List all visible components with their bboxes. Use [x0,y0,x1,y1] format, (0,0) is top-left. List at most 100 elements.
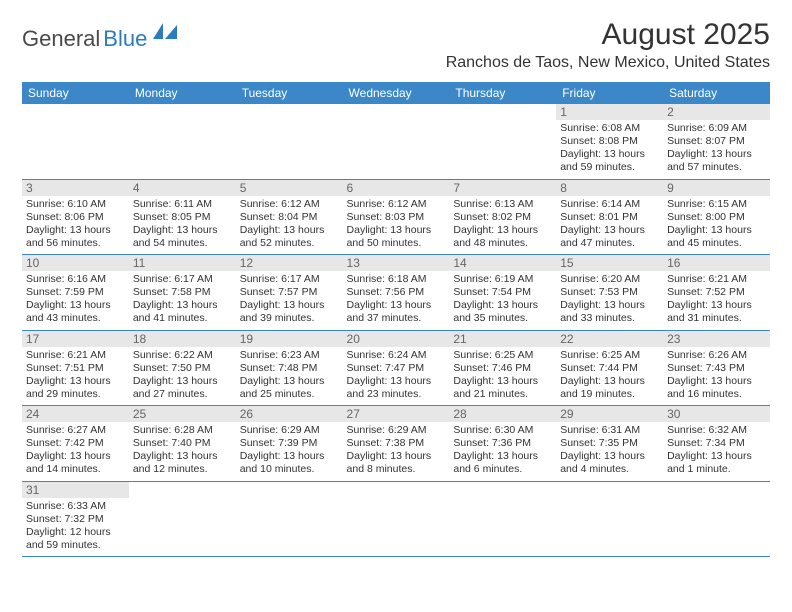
calendar-cell: 12Sunrise: 6:17 AMSunset: 7:57 PMDayligh… [236,255,343,331]
calendar-cell: 24 Sunrise: 6:27 AMSunset: 7:42 PMDayligh… [22,406,129,482]
day-number: 27 [343,406,450,422]
day-data: Sunrise: 6:09 AMSunset: 8:07 PMDaylight:… [667,122,766,175]
day-data: Sunrise: 6:33 AMSunset: 7:32 PMDaylight:… [26,500,125,553]
day-data: Sunrise: 6:14 AMSunset: 8:01 PMDaylight:… [560,198,659,251]
day-data: Sunrise: 6:17 AMSunset: 7:57 PMDaylight:… [240,273,339,326]
weekday-header: Thursday [449,82,556,104]
weekday-header: Wednesday [343,82,450,104]
day-number: 18 [129,331,236,347]
calendar-cell-empty [343,481,450,557]
day-number: 17 [22,331,129,347]
day-number: 11 [129,255,236,271]
day-data: Sunrise: 6:22 AMSunset: 7:50 PMDaylight:… [133,349,232,402]
weekday-header: Friday [556,82,663,104]
calendar-cell: 27Sunrise: 6:29 AMSunset: 7:38 PMDayligh… [343,406,450,482]
day-number: 19 [236,331,343,347]
day-data: Sunrise: 6:17 AMSunset: 7:58 PMDaylight:… [133,273,232,326]
calendar-cell-empty [663,481,770,557]
day-number: 6 [343,180,450,196]
day-number: 26 [236,406,343,422]
day-number: 23 [663,331,770,347]
logo-text-blue: Blue [103,26,147,52]
calendar-cell: 21Sunrise: 6:25 AMSunset: 7:46 PMDayligh… [449,330,556,406]
calendar-cell-empty [129,481,236,557]
calendar-cell: 4 Sunrise: 6:11 AMSunset: 8:05 PMDaylight… [129,179,236,255]
day-number: 21 [449,331,556,347]
calendar-cell-empty [129,104,236,179]
calendar-cell: 23Sunrise: 6:26 AMSunset: 7:43 PMDayligh… [663,330,770,406]
calendar-cell-empty [236,104,343,179]
calendar-cell: 19Sunrise: 6:23 AMSunset: 7:48 PMDayligh… [236,330,343,406]
day-data: Sunrise: 6:08 AMSunset: 8:08 PMDaylight:… [560,122,659,175]
calendar-cell: 22Sunrise: 6:25 AMSunset: 7:44 PMDayligh… [556,330,663,406]
calendar-header-row: SundayMondayTuesdayWednesdayThursdayFrid… [22,82,770,104]
day-number: 5 [236,180,343,196]
calendar-cell: 3Sunrise: 6:10 AMSunset: 8:06 PMDaylight… [22,179,129,255]
calendar-cell-empty [556,481,663,557]
day-data: Sunrise: 6:30 AMSunset: 7:36 PMDaylight:… [453,424,552,477]
day-number: 16 [663,255,770,271]
calendar-cell: 29 Sunrise: 6:31 AMSunset: 7:35 PMDayligh… [556,406,663,482]
day-number: 7 [449,180,556,196]
day-data: Sunrise: 6:21 AMSunset: 7:52 PMDaylight:… [667,273,766,326]
calendar-cell: 13Sunrise: 6:18 AMSunset: 7:56 PMDayligh… [343,255,450,331]
location: Ranchos de Taos, New Mexico, United Stat… [446,54,770,72]
title-block: August 2025 Ranchos de Taos, New Mexico,… [446,18,770,72]
day-data: Sunrise: 6:24 AMSunset: 7:47 PMDaylight:… [347,349,446,402]
day-number: 10 [22,255,129,271]
day-data: Sunrise: 6:31 AMSunset: 7:35 PMDaylight:… [560,424,659,477]
day-data: Sunrise: 6:27 AMSunset: 7:42 PMDaylight:… [26,424,125,477]
calendar-cell-empty [449,104,556,179]
logo: General Blue [22,26,179,52]
calendar-cell: 16 Sunrise: 6:21 AMSunset: 7:52 PMDayligh… [663,255,770,331]
day-number: 31 [22,482,129,498]
day-number: 2 [663,104,770,120]
calendar-row: 17 Sunrise: 6:21 AMSunset: 7:51 PMDayligh… [22,330,770,406]
day-number: 4 [129,180,236,196]
weekday-header: Sunday [22,82,129,104]
day-data: Sunrise: 6:29 AMSunset: 7:39 PMDaylight:… [240,424,339,477]
day-data: Sunrise: 6:12 AMSunset: 8:03 PMDaylight:… [347,198,446,251]
day-number: 24 [22,406,129,422]
day-number: 3 [22,180,129,196]
calendar-cell: 11 Sunrise: 6:17 AMSunset: 7:58 PMDayligh… [129,255,236,331]
day-data: Sunrise: 6:19 AMSunset: 7:54 PMDaylight:… [453,273,552,326]
calendar-cell: 7Sunrise: 6:13 AMSunset: 8:02 PMDaylight… [449,179,556,255]
calendar-cell: 28Sunrise: 6:30 AMSunset: 7:36 PMDayligh… [449,406,556,482]
calendar-row: 3Sunrise: 6:10 AMSunset: 8:06 PMDaylight… [22,179,770,255]
day-number: 29 [556,406,663,422]
day-data: Sunrise: 6:28 AMSunset: 7:40 PMDaylight:… [133,424,232,477]
calendar-cell: 2 Sunrise: 6:09 AMSunset: 8:07 PMDaylight… [663,104,770,179]
calendar-cell-empty [343,104,450,179]
calendar-cell: 8 Sunrise: 6:14 AMSunset: 8:01 PMDaylight… [556,179,663,255]
calendar-cell-empty [22,104,129,179]
calendar-cell-empty [236,481,343,557]
calendar-row: 24 Sunrise: 6:27 AMSunset: 7:42 PMDayligh… [22,406,770,482]
weekday-header: Saturday [663,82,770,104]
calendar-cell: 31 Sunrise: 6:33 AMSunset: 7:32 PMDayligh… [22,481,129,557]
calendar-row: 1 Sunrise: 6:08 AMSunset: 8:08 PMDaylight… [22,104,770,179]
day-data: Sunrise: 6:15 AMSunset: 8:00 PMDaylight:… [667,198,766,251]
calendar-cell: 17 Sunrise: 6:21 AMSunset: 7:51 PMDayligh… [22,330,129,406]
day-number: 9 [663,180,770,196]
day-number: 1 [556,104,663,120]
day-number: 8 [556,180,663,196]
calendar-cell: 10Sunrise: 6:16 AMSunset: 7:59 PMDayligh… [22,255,129,331]
calendar-cell: 14 Sunrise: 6:19 AMSunset: 7:54 PMDayligh… [449,255,556,331]
calendar-body: 1 Sunrise: 6:08 AMSunset: 8:08 PMDaylight… [22,104,770,557]
logo-sail-icon [153,23,179,46]
calendar-cell: 1 Sunrise: 6:08 AMSunset: 8:08 PMDaylight… [556,104,663,179]
day-data: Sunrise: 6:21 AMSunset: 7:51 PMDaylight:… [26,349,125,402]
calendar-cell: 18 Sunrise: 6:22 AMSunset: 7:50 PMDayligh… [129,330,236,406]
calendar-cell: 30Sunrise: 6:32 AMSunset: 7:34 PMDayligh… [663,406,770,482]
calendar-row: 31 Sunrise: 6:33 AMSunset: 7:32 PMDayligh… [22,481,770,557]
day-data: Sunrise: 6:20 AMSunset: 7:53 PMDaylight:… [560,273,659,326]
weekday-header: Tuesday [236,82,343,104]
logo-text-general: General [22,26,100,52]
calendar-cell: 25Sunrise: 6:28 AMSunset: 7:40 PMDayligh… [129,406,236,482]
day-number: 13 [343,255,450,271]
day-data: Sunrise: 6:11 AMSunset: 8:05 PMDaylight:… [133,198,232,251]
day-number: 14 [449,255,556,271]
calendar-table: SundayMondayTuesdayWednesdayThursdayFrid… [22,82,770,557]
calendar-row: 10Sunrise: 6:16 AMSunset: 7:59 PMDayligh… [22,255,770,331]
